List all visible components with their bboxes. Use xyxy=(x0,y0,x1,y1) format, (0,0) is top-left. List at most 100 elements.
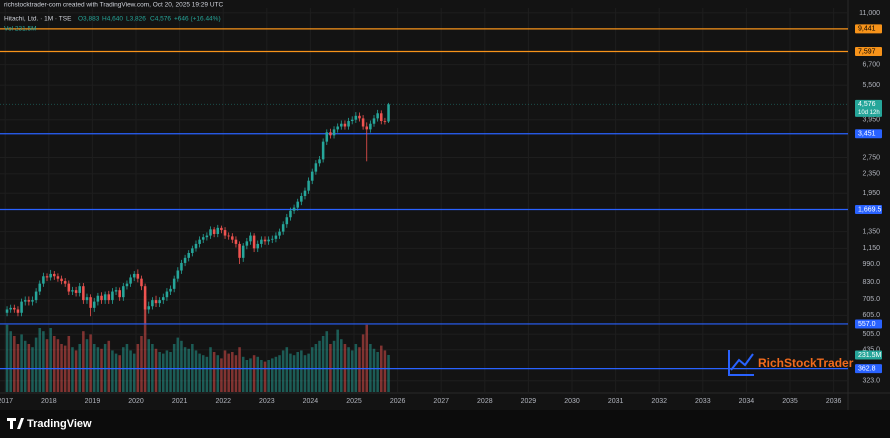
level-label-box xyxy=(855,24,882,34)
last-price-label: 4,576 xyxy=(858,101,876,108)
volume-bar xyxy=(118,355,121,392)
candle-body xyxy=(365,126,369,130)
candle-body xyxy=(307,180,310,191)
volume-bar xyxy=(332,340,336,392)
candle-body xyxy=(343,123,347,127)
x-tick-label: 2025 xyxy=(346,398,362,405)
candle-body xyxy=(96,295,100,302)
y-tick-label: 1,150 xyxy=(862,245,880,252)
volume-bar xyxy=(71,347,74,392)
x-tick-label: 2020 xyxy=(128,398,144,405)
candle-body xyxy=(361,118,365,127)
volume-bar xyxy=(220,358,223,392)
volume-bar xyxy=(74,350,78,392)
axes: 11,000 6,700 5,500 3,950 2,750 2,350 1,950 1,35… xyxy=(0,10,882,405)
candle-body xyxy=(285,217,289,225)
volume-bar xyxy=(300,350,303,392)
candle-body xyxy=(92,301,96,308)
candle-body xyxy=(45,276,49,278)
volume-bar xyxy=(114,353,118,392)
volume-bar xyxy=(103,344,107,392)
volume-bar xyxy=(347,347,350,392)
candle-body xyxy=(136,273,140,279)
watermark: RichStockTrader xyxy=(728,350,854,376)
ohlc-value: L3,826 xyxy=(126,16,146,23)
candle-body xyxy=(56,276,60,279)
levels xyxy=(0,28,848,370)
ohlc-value: O3,883 xyxy=(78,16,100,23)
candle-body xyxy=(209,229,212,236)
volume-bar xyxy=(260,360,263,392)
candle-body xyxy=(249,235,252,242)
volume-bar xyxy=(307,353,310,392)
watermark-icon xyxy=(728,350,754,376)
volume-bar xyxy=(285,347,289,392)
candle-body xyxy=(180,262,183,271)
volume-bar xyxy=(343,344,347,392)
candle-body xyxy=(60,278,63,282)
y-tick-label: 705.0 xyxy=(862,296,880,303)
candle-body xyxy=(132,273,136,278)
volume-bar xyxy=(281,350,285,392)
candle-body xyxy=(220,227,223,231)
volume-bar xyxy=(136,344,140,392)
candle-body xyxy=(383,121,387,122)
volume-bar xyxy=(336,329,339,392)
volume-bar xyxy=(198,353,201,392)
y-tick-label: 605.0 xyxy=(862,312,880,319)
footer-bar xyxy=(0,410,890,438)
volume-bar xyxy=(354,344,358,392)
volume-bar xyxy=(23,340,27,392)
volume-bar xyxy=(187,348,190,392)
candle-body xyxy=(78,286,81,293)
candle-body xyxy=(274,235,278,239)
level-label: 3,451 xyxy=(858,131,876,138)
candle-body xyxy=(271,238,274,240)
candle-body xyxy=(314,163,318,172)
volume-bar xyxy=(53,336,56,392)
volume-bar xyxy=(361,334,365,392)
volume-bar xyxy=(267,360,270,392)
volume-bar xyxy=(205,356,209,392)
volume-bar xyxy=(89,334,92,392)
volume-bar xyxy=(194,350,198,392)
volume-bar xyxy=(92,344,96,392)
volume-label: 231.5M xyxy=(858,352,882,359)
candle-body xyxy=(23,300,27,302)
candle-body xyxy=(376,113,379,119)
candle-body xyxy=(321,141,325,160)
candle-body xyxy=(231,236,234,240)
candle-body xyxy=(16,309,20,313)
volume-bar xyxy=(321,336,325,392)
volume-bar xyxy=(20,334,23,392)
candle-body xyxy=(205,235,209,238)
volume-bar xyxy=(78,344,81,392)
candle-body xyxy=(387,104,390,122)
volume-bar xyxy=(249,358,252,392)
volume-bar xyxy=(165,350,169,392)
volume-bar xyxy=(263,361,267,392)
volume-bar xyxy=(245,360,249,392)
volume-bar xyxy=(358,347,361,392)
volume-bar xyxy=(227,353,230,392)
volume-bar xyxy=(303,355,307,392)
candle-body xyxy=(263,239,267,242)
x-tick-label: 2028 xyxy=(477,398,493,405)
x-tick-label: 2026 xyxy=(390,398,406,405)
candle-body xyxy=(260,239,263,244)
volume-bar xyxy=(132,353,136,392)
candle-body xyxy=(347,121,350,127)
y-tick-label: 1,350 xyxy=(862,228,880,235)
candle-body xyxy=(158,300,161,304)
level-label: 1,669.5 xyxy=(858,206,881,213)
candle-body xyxy=(216,227,220,234)
volume-bar xyxy=(201,355,205,392)
volume-bar xyxy=(191,344,194,392)
volume-bar xyxy=(180,340,183,392)
x-tick-label: 2031 xyxy=(608,398,624,405)
candle-body xyxy=(227,235,230,237)
volume-bar xyxy=(325,331,329,392)
credit: richstocktrader-com created with Trading… xyxy=(4,2,223,9)
candle-body xyxy=(281,224,285,232)
candle-body xyxy=(125,283,129,287)
